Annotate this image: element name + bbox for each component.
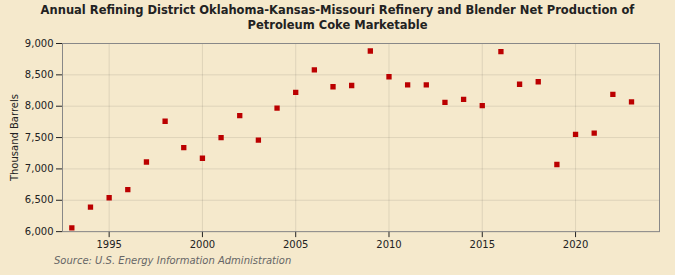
svg-text:2010: 2010 xyxy=(376,239,401,250)
svg-text:9,000: 9,000 xyxy=(25,38,54,49)
svg-text:2020: 2020 xyxy=(563,239,588,250)
html-text:Annual Refining District Oklah: Annual Refining District Oklahoma-Kansas… xyxy=(40,3,635,32)
svg-text:8,500: 8,500 xyxy=(25,69,54,80)
svg-text:7,500: 7,500 xyxy=(25,132,54,143)
svg-text:2005: 2005 xyxy=(283,239,308,250)
html-text:Source: U.S. Energy Informatio: Source: U.S. Energy Information Administ… xyxy=(54,255,292,266)
svg-text:6,000: 6,000 xyxy=(25,226,54,237)
svg-text:7,000: 7,000 xyxy=(25,163,54,174)
svg-text:8,000: 8,000 xyxy=(25,100,54,111)
svg-text:1995: 1995 xyxy=(96,239,121,250)
svg-text:2015: 2015 xyxy=(470,239,495,250)
svg-text:6,500: 6,500 xyxy=(25,194,54,205)
svg-text:2000: 2000 xyxy=(190,239,215,250)
svg-text:Thousand Barrels: Thousand Barrels xyxy=(9,94,20,182)
